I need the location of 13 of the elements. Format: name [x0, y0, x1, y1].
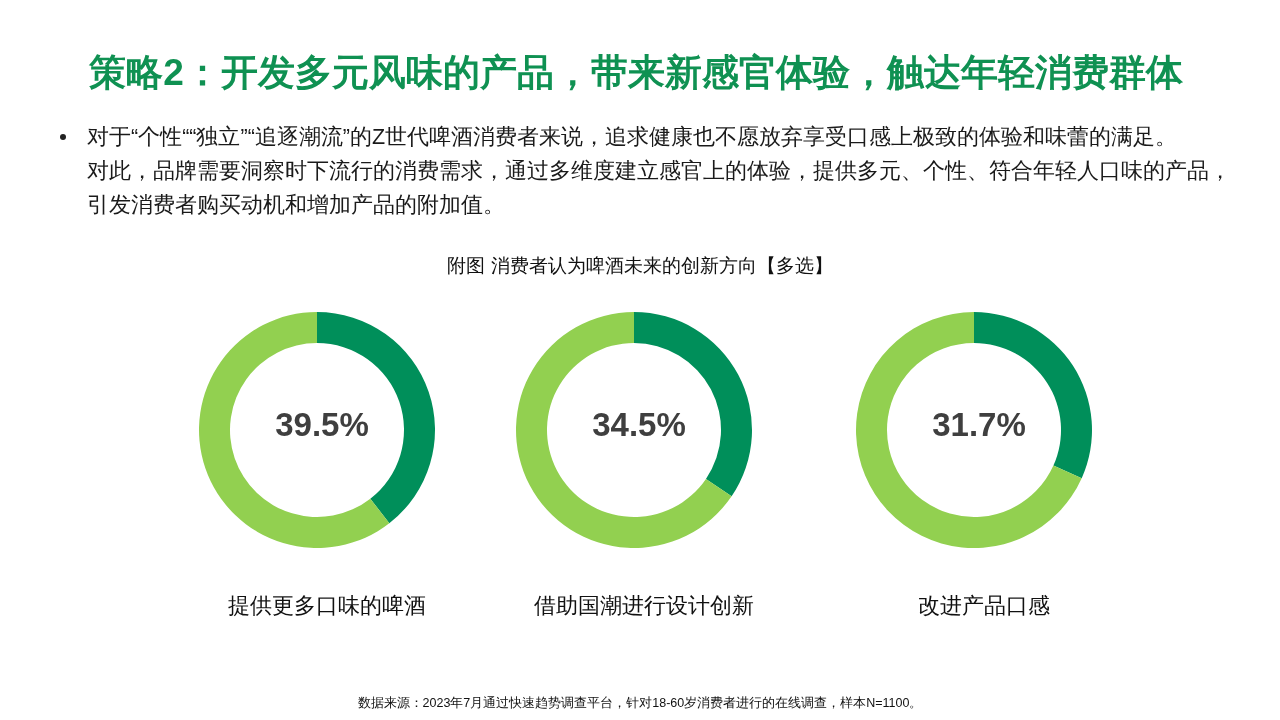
- source-note: 数据来源：2023年7月通过快速趋势调查平台，针对18-60岁消费者进行的在线调查，样本N=1100。: [357, 696, 923, 710]
- text: 提供更多口味的啤酒: [228, 592, 426, 618]
- text: 改进产品口感: [918, 592, 1050, 618]
- data-label: 39.5%: [275, 405, 369, 443]
- data-label: 31.7%: [932, 405, 1026, 443]
- donut-slice: [856, 312, 1082, 548]
- text: 附图 消费者认为啤酒未来的创新方向【多选】: [447, 254, 833, 276]
- data-label: 34.5%: [592, 405, 686, 443]
- text: 对于“个性““独立”“追逐潮流”的Z世代啤酒消费者来说，追求健康也不愿放弃享受口感上极致的体验和味蕾的满足。对此，品牌需要洞察时下流行的消费需求，通过多维度建立感官上的体验，提供多元、个性、符合年轻人口味的产品，引发消费者购买动机和增加产品的附加值。: [87, 125, 1231, 217]
- text: 策略2：开发多元风味的产品，带来新感官体验，触达年轻消费群体: [88, 51, 1184, 93]
- text: 借助国潮进行设计创新: [534, 592, 754, 618]
- donut-slice: [199, 312, 390, 548]
- donut-slice: [516, 312, 732, 548]
